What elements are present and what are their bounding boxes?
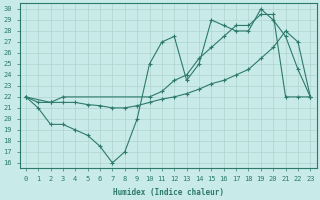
X-axis label: Humidex (Indice chaleur): Humidex (Indice chaleur) [113, 188, 224, 197]
